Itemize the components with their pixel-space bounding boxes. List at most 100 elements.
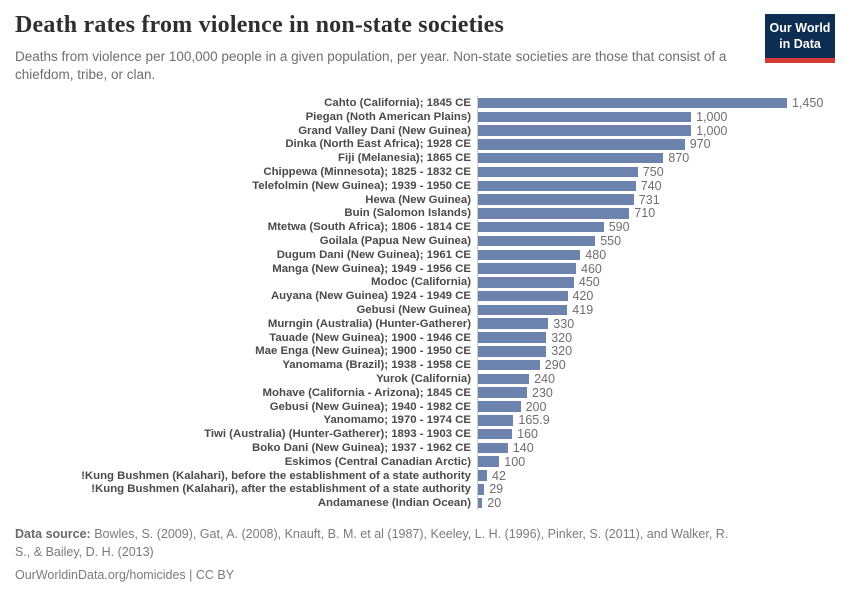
- chart-row: Eskimos (Central Canadian Arctic) 100: [15, 455, 835, 469]
- bar-track: 29: [477, 482, 835, 496]
- bar[interactable]: [478, 332, 547, 343]
- chart-row: Mtetwa (South Africa); 1806 - 1814 CE 590: [15, 220, 835, 234]
- bar[interactable]: [478, 484, 485, 495]
- bar-track: 480: [477, 248, 835, 262]
- category-label: Boko Dani (New Guinea); 1937 - 1962 CE: [251, 441, 471, 454]
- bar-track: 710: [477, 206, 835, 220]
- value-label: 320: [551, 330, 573, 345]
- chart-row: Yanomamo; 1970 - 1974 CE 165.9: [15, 413, 835, 427]
- category-label: Mtetwa (South Africa); 1806 - 1814 CE: [267, 221, 471, 234]
- bar-track: 140: [477, 441, 835, 455]
- category-label: Dugum Dani (New Guinea); 1961 CE: [276, 248, 471, 261]
- category-label: Dinka (North East Africa); 1928 CE: [285, 138, 471, 151]
- bar[interactable]: [478, 277, 574, 288]
- value-label: 165.9: [518, 413, 550, 428]
- bar[interactable]: [478, 346, 547, 357]
- bar[interactable]: [478, 470, 487, 481]
- bar-track: 419: [477, 303, 835, 317]
- bar[interactable]: [478, 111, 692, 123]
- bar[interactable]: [478, 208, 630, 219]
- header: Death rates from violence in non-state s…: [15, 12, 835, 83]
- bar-track: 750: [477, 165, 835, 179]
- chart-row: !Kung Bushmen (Kalahari), before the est…: [15, 469, 835, 483]
- bar-track: 731: [477, 193, 835, 207]
- bar[interactable]: [478, 139, 685, 150]
- chart-row: Dinka (North East Africa); 1928 CE 970: [15, 137, 835, 151]
- footer: Data source: Bowles, S. (2009), Gat, A. …: [15, 525, 835, 582]
- bar[interactable]: [478, 290, 568, 302]
- chart-row: Boko Dani (New Guinea); 1937 - 1962 CE 14…: [15, 441, 835, 455]
- bar[interactable]: [478, 221, 604, 233]
- bar[interactable]: [478, 166, 638, 178]
- bar-track: 20: [477, 496, 835, 510]
- bar[interactable]: [478, 359, 540, 371]
- chart-row: Fiji (Melanesia); 1865 CE 870: [15, 151, 835, 165]
- bar[interactable]: [478, 373, 530, 385]
- bar[interactable]: [478, 415, 514, 426]
- bar-track: 290: [477, 358, 835, 372]
- value-label: 419: [572, 302, 594, 317]
- category-label: Chippewa (Minnesota); 1825 - 1832 CE: [263, 165, 471, 178]
- category-label: Telefolmin (New Guinea); 1939 - 1950 CE: [252, 179, 471, 192]
- value-label: 140: [512, 440, 534, 455]
- chart-row: Gebusi (New Guinea) 419: [15, 303, 835, 317]
- category-label: Modoc (California): [371, 276, 471, 289]
- chart-row: Yanomama (Brazil); 1938 - 1958 CE 290: [15, 358, 835, 372]
- chart-row: Auyana (New Guinea) 1924 - 1949 CE 420: [15, 289, 835, 303]
- chart-row: Buin (Salomon Islands) 710: [15, 206, 835, 220]
- category-label: Tiwi (Australia) (Hunter-Gatherer); 1893…: [204, 428, 471, 441]
- bar[interactable]: [478, 304, 568, 316]
- bar-track: 420: [477, 289, 835, 303]
- category-label: !Kung Bushmen (Kalahari), before the est…: [81, 469, 471, 482]
- value-label: 590: [608, 220, 630, 235]
- bar[interactable]: [478, 125, 692, 136]
- bar[interactable]: [478, 263, 576, 274]
- bar[interactable]: [478, 442, 508, 454]
- chart-row: Gebusi (New Guinea); 1940 - 1982 CE 200: [15, 400, 835, 414]
- bar-track: 320: [477, 344, 835, 358]
- bar[interactable]: [478, 318, 549, 329]
- category-label: Goilala (Papua New Guinea): [319, 234, 471, 247]
- category-label: Mae Enga (New Guinea); 1900 - 1950 CE: [255, 345, 471, 358]
- category-label: Andamanese (Indian Ocean): [317, 497, 471, 510]
- license-link[interactable]: OurWorldinData.org/homicides | CC BY: [15, 568, 235, 583]
- page-title: Death rates from violence in non-state s…: [15, 12, 505, 38]
- bar[interactable]: [478, 194, 634, 205]
- bar-track: 200: [477, 400, 835, 414]
- bar-track: 450: [477, 275, 835, 289]
- category-label: Grand Valley Dani (New Guinea): [298, 124, 471, 137]
- bar-track: 230: [477, 386, 835, 400]
- owid-logo[interactable]: Our World in Data: [765, 14, 835, 64]
- bar[interactable]: [478, 180, 636, 192]
- value-label: 320: [551, 344, 573, 359]
- chart-row: Tiwi (Australia) (Hunter-Gatherer); 1893…: [15, 427, 835, 441]
- category-label: Tauade (New Guinea); 1900 - 1946 CE: [269, 331, 471, 344]
- bar[interactable]: [478, 235, 596, 247]
- bar[interactable]: [478, 428, 513, 440]
- bar[interactable]: [478, 152, 664, 164]
- chart-row: Dugum Dani (New Guinea); 1961 CE 480: [15, 248, 835, 262]
- bar[interactable]: [478, 97, 787, 109]
- category-label: Yanomama (Brazil); 1938 - 1958 CE: [282, 359, 471, 372]
- bar[interactable]: [478, 249, 581, 260]
- category-label: Mohave (California - Arizona); 1845 CE: [262, 386, 471, 399]
- chart-row: Tauade (New Guinea); 1900 - 1946 CE 320: [15, 331, 835, 345]
- bar-track: 590: [477, 220, 835, 234]
- value-label: 750: [642, 164, 664, 179]
- bar[interactable]: [478, 497, 483, 509]
- category-label: Yurok (California): [376, 372, 471, 385]
- value-label: 290: [544, 358, 566, 373]
- category-label: Eskimos (Central Canadian Arctic): [284, 455, 471, 468]
- value-label: 330: [553, 316, 575, 331]
- bar[interactable]: [478, 401, 521, 412]
- value-label: 20: [487, 496, 502, 511]
- owid-logo-line2: in Data: [779, 36, 821, 51]
- chart-row: Mae Enga (New Guinea); 1900 - 1950 CE 320: [15, 344, 835, 358]
- chart-row: Telefolmin (New Guinea); 1939 - 1950 CE 7…: [15, 179, 835, 193]
- chart-row: Manga (New Guinea); 1949 - 1956 CE 460: [15, 262, 835, 276]
- chart-row: Andamanese (Indian Ocean) 20: [15, 496, 835, 510]
- category-label: Hewa (New Guinea): [365, 193, 471, 206]
- bar[interactable]: [478, 456, 500, 467]
- value-label: 42: [492, 468, 506, 483]
- bar[interactable]: [478, 387, 527, 398]
